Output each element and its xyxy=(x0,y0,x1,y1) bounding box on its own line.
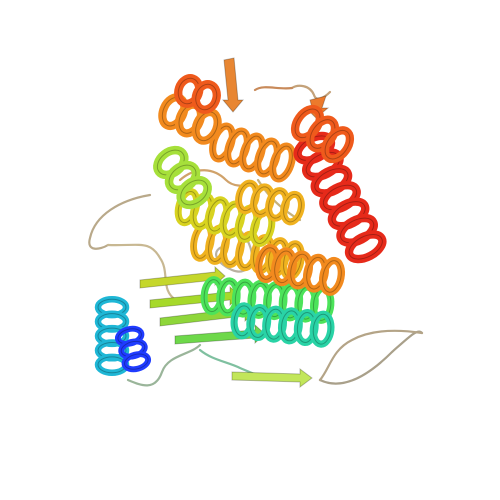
beta-strand xyxy=(231,368,313,388)
helix-turn xyxy=(191,80,221,114)
alpha-helix xyxy=(230,302,335,348)
helix-turn-outline xyxy=(324,129,351,160)
helix-turn xyxy=(344,230,387,264)
helix-turn xyxy=(280,190,305,226)
helix-turn xyxy=(121,351,152,373)
alpha-helix xyxy=(209,122,296,183)
alpha-helix xyxy=(153,145,212,210)
alpha-helix xyxy=(293,131,387,264)
helix-turn xyxy=(176,175,212,210)
loop-coil xyxy=(253,86,294,92)
helix-turn-outline xyxy=(180,179,209,206)
alpha-helix xyxy=(94,296,130,376)
alpha-helix xyxy=(254,244,346,296)
helix-turn-outline xyxy=(312,313,332,345)
helix-turn xyxy=(320,126,355,164)
loop-coil xyxy=(126,343,202,387)
beta-strand xyxy=(221,57,245,113)
alpha-helix xyxy=(235,179,305,226)
helix-turn xyxy=(269,142,296,183)
beta-strand xyxy=(149,285,241,309)
helix-turn-outline xyxy=(195,111,219,142)
loop-coil xyxy=(88,193,152,250)
helix-turn xyxy=(191,107,222,145)
helix-turn-outline xyxy=(124,353,149,370)
helix-turn-outline xyxy=(348,233,383,260)
alpha-helix xyxy=(114,325,152,373)
loop-coil xyxy=(215,228,253,273)
helix-turn-outline xyxy=(272,145,293,180)
helix-turn-outline xyxy=(195,83,218,111)
alpha-helix xyxy=(290,104,355,164)
helix-turn-outline xyxy=(322,260,342,293)
loop-coil xyxy=(318,330,424,385)
alpha-helices xyxy=(94,74,387,376)
loop-coil xyxy=(318,329,424,382)
helix-turn xyxy=(318,256,346,296)
helix-turn xyxy=(309,310,335,348)
loop-coil xyxy=(106,243,178,302)
alpha-helix xyxy=(174,74,221,114)
helix-turn-outline xyxy=(283,193,302,223)
